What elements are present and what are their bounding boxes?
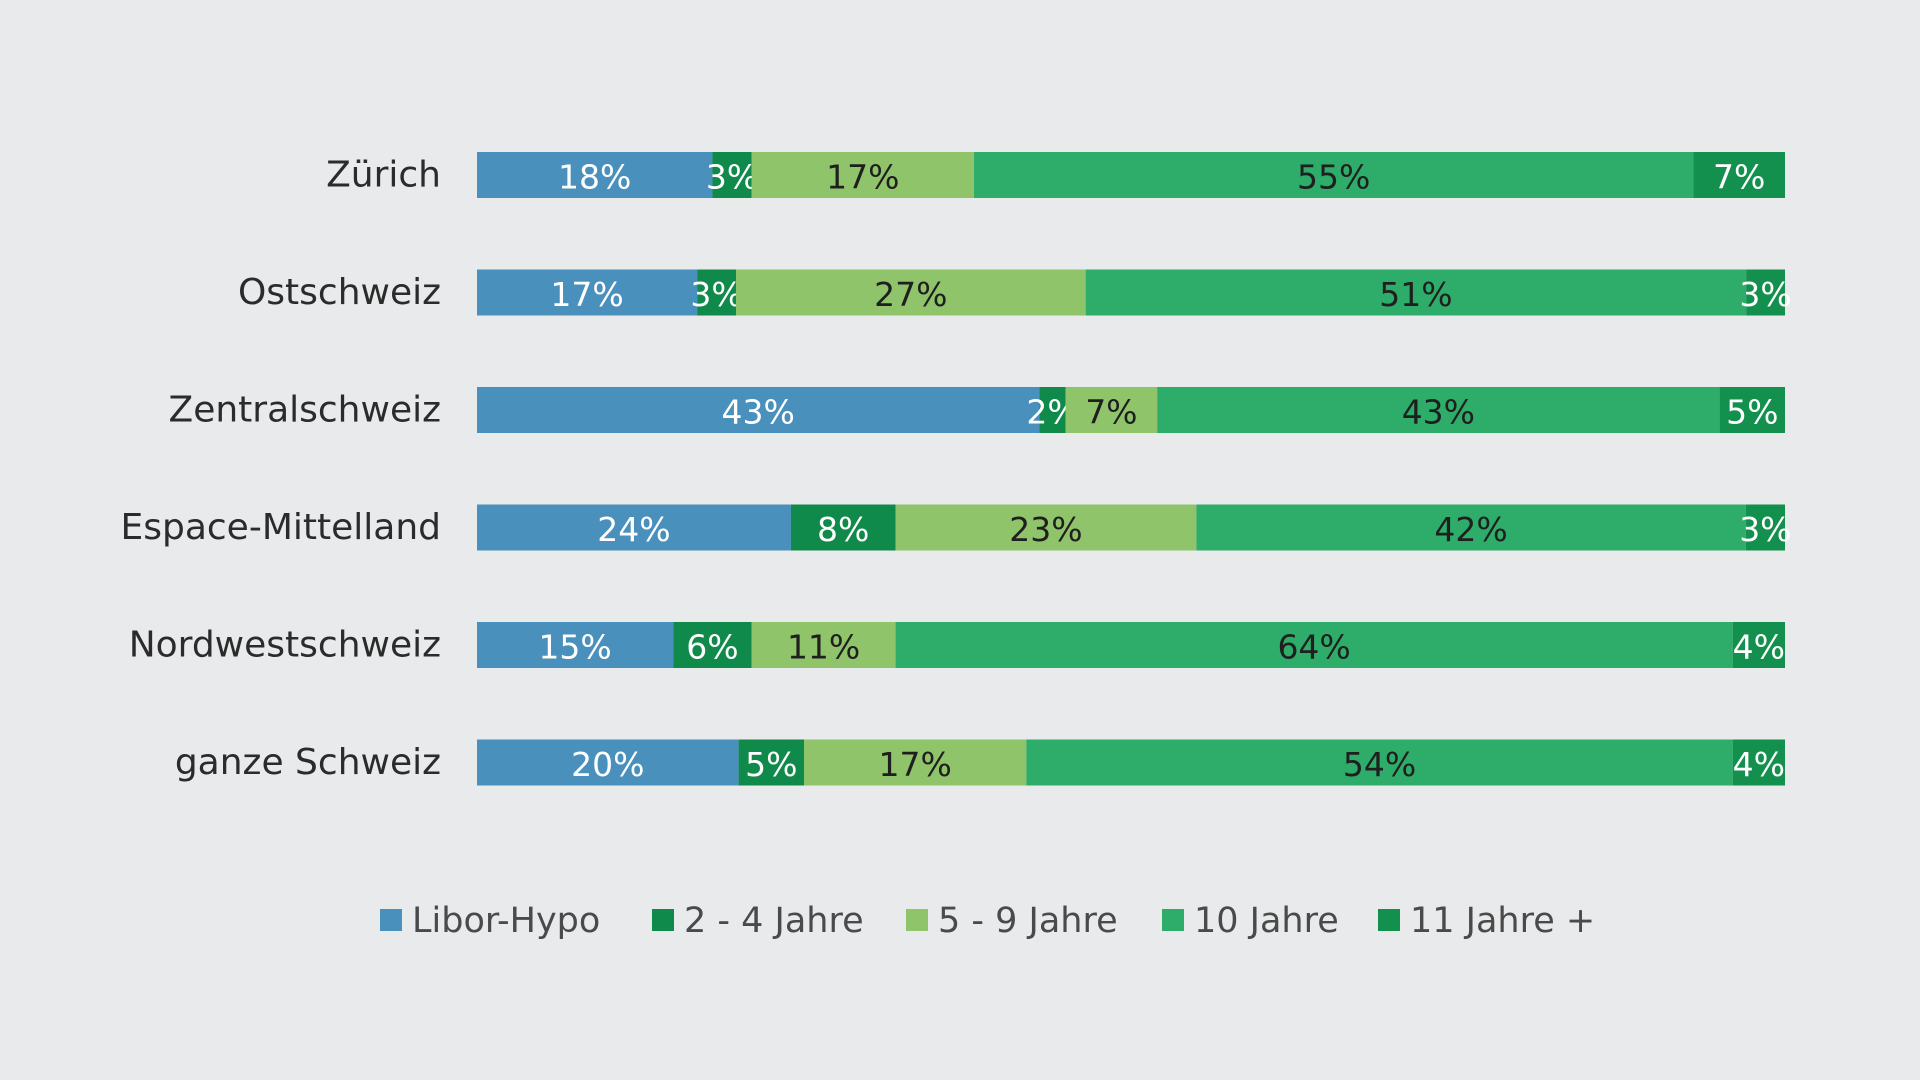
bar-zentralschweiz-5-9-jahre [1065, 387, 1158, 433]
data-label-ganze-schweiz-10-jahre: 54% [1343, 745, 1416, 784]
data-label-zurich-11-jahre: 7% [1713, 158, 1765, 197]
bar-ganze-schweiz-libor-hypo [477, 739, 739, 786]
legend-label-libor-hypo: Libor-Hypo [412, 901, 600, 941]
bar-zurich-11-jahre [1693, 152, 1785, 198]
data-label-ganze-schweiz-5-9-jahre: 17% [879, 745, 952, 784]
data-label-zentralschweiz-libor-hypo: 43% [722, 393, 795, 432]
bar-zentralschweiz-11-jahre [1719, 387, 1785, 433]
bar-ostschweiz-11-jahre [1746, 269, 1785, 316]
bar-ganze-schweiz-2-4-jahre [738, 739, 804, 786]
legend-swatch-libor-hypo [380, 909, 402, 931]
data-label-zurich-2-4-jahre: 3% [706, 158, 758, 197]
data-label-espace-mittelland-11-jahre: 3% [1739, 510, 1791, 549]
legend-label-2-4-jahre: 2 - 4 Jahre [684, 901, 864, 941]
data-label-espace-mittelland-10-jahre: 42% [1434, 510, 1507, 549]
bar-espace-mittelland-5-9-jahre [895, 504, 1197, 551]
bar-ostschweiz-10-jahre [1085, 269, 1747, 316]
bar-nordwestschweiz-2-4-jahre [673, 622, 752, 668]
bar-espace-mittelland-libor-hypo [477, 504, 791, 551]
row-labels-group: Zürich Ostschweiz Zentralschweiz Espace-Mit… [120, 155, 441, 784]
bar-zurich-5-9-jahre [751, 152, 975, 198]
row-label-zentralschweiz: Zentralschweiz [169, 390, 441, 431]
bar-espace-mittelland-11-jahre [1745, 504, 1785, 551]
bar-ostschweiz-5-9-jahre [736, 269, 1086, 316]
legend-swatch-5-9-jahre [906, 909, 928, 931]
data-label-zurich-10-jahre: 55% [1297, 158, 1370, 197]
data-label-espace-mittelland-5-9-jahre: 23% [1009, 510, 1082, 549]
bar-espace-mittelland-2-4-jahre [790, 504, 896, 551]
bars-group: 18% 3% 17% 55% 7%17% 3% 27% 51% 3%43% 2% 7% 43% 5%24… [477, 152, 1792, 786]
legend-swatch-2-4-jahre [652, 909, 674, 931]
bar-zurich-2-4-jahre [712, 152, 752, 198]
bar-nordwestschweiz-5-9-jahre [751, 622, 896, 668]
legend-label-5-9-jahre: 5 - 9 Jahre [938, 901, 1118, 941]
data-label-ganze-schweiz-11-jahre: 4% [1733, 745, 1785, 784]
legend-label-11-jahre: 11 Jahre + [1410, 901, 1595, 941]
bar-nordwestschweiz-libor-hypo [477, 622, 674, 668]
bar-zentralschweiz-2-4-jahre [1039, 387, 1066, 433]
data-label-zurich-libor-hypo: 18% [558, 158, 631, 197]
data-label-zentralschweiz-5-9-jahre: 7% [1085, 393, 1137, 432]
row-label-espace-mittelland: Espace-Mittelland [120, 507, 441, 548]
data-label-nordwestschweiz-libor-hypo: 15% [538, 628, 611, 667]
data-label-nordwestschweiz-5-9-jahre: 11% [787, 628, 860, 667]
data-label-espace-mittelland-2-4-jahre: 8% [817, 510, 869, 549]
data-label-ostschweiz-10-jahre: 51% [1379, 275, 1452, 314]
row-label-zurich: Zürich [326, 155, 441, 196]
bar-ostschweiz-2-4-jahre [697, 269, 737, 316]
data-label-zentralschweiz-10-jahre: 43% [1402, 393, 1475, 432]
legend-label-10-jahre: 10 Jahre [1194, 901, 1339, 941]
bar-nordwestschweiz-10-jahre [895, 622, 1733, 668]
bar-ganze-schweiz-10-jahre [1026, 739, 1733, 786]
data-label-ostschweiz-11-jahre: 3% [1739, 275, 1791, 314]
data-label-ostschweiz-libor-hypo: 17% [550, 275, 623, 314]
data-label-ganze-schweiz-libor-hypo: 20% [571, 745, 644, 784]
row-label-ostschweiz: Ostschweiz [238, 272, 441, 313]
bar-zurich-10-jahre [974, 152, 1694, 198]
data-label-nordwestschweiz-11-jahre: 4% [1733, 628, 1785, 667]
data-label-ostschweiz-5-9-jahre: 27% [874, 275, 947, 314]
data-label-ostschweiz-2-4-jahre: 3% [690, 275, 742, 314]
legend-swatch-11-jahre [1378, 909, 1400, 931]
bar-zentralschweiz-10-jahre [1157, 387, 1720, 433]
bar-ganze-schweiz-11-jahre [1732, 739, 1785, 786]
bar-zurich-libor-hypo [477, 152, 713, 198]
legend-swatch-10-jahre [1162, 909, 1184, 931]
bar-zentralschweiz-libor-hypo [477, 387, 1040, 433]
data-label-nordwestschweiz-2-4-jahre: 6% [686, 628, 738, 667]
row-label-nordwestschweiz: Nordwestschweiz [129, 625, 441, 666]
bar-ostschweiz-libor-hypo [477, 269, 698, 316]
data-label-zurich-5-9-jahre: 17% [826, 158, 899, 197]
legend: Libor-Hypo 2 - 4 Jahre 5 - 9 Jahre 10 Jahre… [380, 901, 1595, 941]
row-label-ganze-schweiz: ganze Schweiz [175, 742, 441, 783]
bar-espace-mittelland-10-jahre [1196, 504, 1746, 551]
data-label-espace-mittelland-libor-hypo: 24% [597, 510, 670, 549]
data-label-ganze-schweiz-2-4-jahre: 5% [745, 745, 797, 784]
bar-ganze-schweiz-5-9-jahre [804, 739, 1027, 786]
data-label-nordwestschweiz-10-jahre: 64% [1277, 628, 1350, 667]
data-label-zentralschweiz-11-jahre: 5% [1726, 393, 1778, 432]
bar-nordwestschweiz-11-jahre [1732, 622, 1785, 668]
